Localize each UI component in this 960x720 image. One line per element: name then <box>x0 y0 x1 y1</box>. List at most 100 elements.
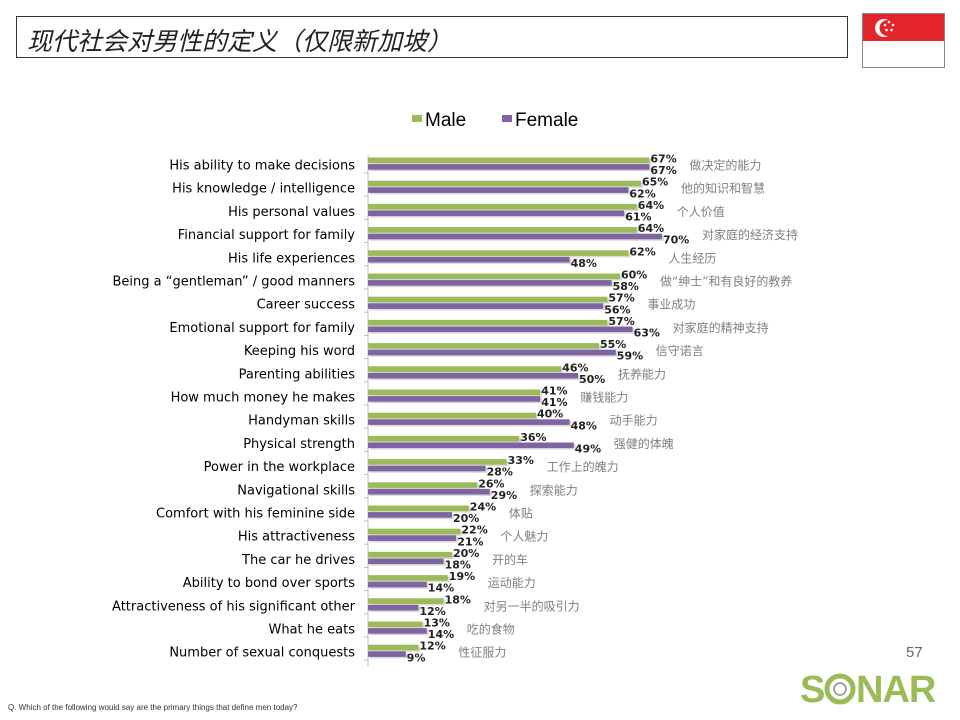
category-label: How much money he makes <box>171 391 356 406</box>
bar-male <box>368 343 599 349</box>
bar-female <box>368 604 419 611</box>
category-label: Power in the workplace <box>204 460 355 475</box>
data-label-male: 64% <box>638 199 664 212</box>
flag-emblem <box>875 19 896 37</box>
data-label-male: 55% <box>600 338 626 351</box>
bar-female <box>368 164 650 170</box>
bar-male <box>368 366 562 372</box>
data-label-male: 57% <box>608 315 634 328</box>
svg-text:S: S <box>800 669 824 708</box>
data-label-male: 13% <box>424 617 450 630</box>
data-label-female: 28% <box>487 466 513 479</box>
category-label-zh: 对另一半的吸引力 <box>484 598 580 613</box>
category-label: His ability to make decisions <box>169 159 355 174</box>
legend-label: Male <box>425 110 466 131</box>
bar-male <box>368 227 637 233</box>
category-label-zh: 体贴 <box>509 507 533 521</box>
bar-male <box>368 644 419 651</box>
category-label-zh: 事业成功 <box>647 298 695 312</box>
bar-male <box>368 435 520 442</box>
legend-label: Female <box>515 110 578 131</box>
data-label-female: 63% <box>634 327 660 340</box>
category-label-zh: 开的车 <box>492 552 528 567</box>
data-label-female: 61% <box>625 211 651 224</box>
data-label-male: 40% <box>537 408 563 421</box>
bar-male <box>368 157 650 164</box>
data-label-male: 26% <box>478 477 504 490</box>
bar-female <box>368 326 633 333</box>
bar-female <box>368 558 444 565</box>
singapore-flag-icon <box>862 13 945 68</box>
bar-female <box>368 535 457 541</box>
title-box: 现代社会对男性的定义（仅限新加坡） <box>16 16 848 58</box>
category-label: Parenting abilities <box>239 367 356 382</box>
category-label-zh: 他的知识和智慧 <box>681 181 765 196</box>
category-label: His personal values <box>228 205 355 220</box>
bar-male <box>368 598 444 604</box>
bar-male <box>368 412 536 419</box>
category-label: Financial support for family <box>178 228 356 243</box>
category-label: Navigational skills <box>237 483 355 498</box>
bar-female <box>368 280 612 286</box>
data-label-female: 59% <box>617 350 643 363</box>
data-label-male: 67% <box>650 153 676 166</box>
bar-male <box>368 551 452 558</box>
page-title: 现代社会对男性的定义（仅限新加坡） <box>27 27 453 56</box>
bar-male <box>368 203 637 210</box>
bar-female <box>368 465 486 472</box>
category-label-zh: 个人价值 <box>677 204 725 219</box>
data-label-female: 62% <box>629 187 655 200</box>
sonar-logo: S NAR <box>800 669 937 708</box>
category-label: Career success <box>257 298 356 313</box>
category-label: His knowledge / intelligence <box>172 182 355 197</box>
bar-female <box>368 349 616 356</box>
bar-male <box>368 250 629 256</box>
category-label: His life experiences <box>228 251 355 266</box>
category-label-zh: 动手能力 <box>610 414 658 428</box>
data-label-male: 20% <box>453 547 479 560</box>
category-label-zh: 探索能力 <box>530 483 578 497</box>
bar-female <box>368 628 427 634</box>
data-label-male: 41% <box>541 385 567 398</box>
bar-male <box>368 319 608 326</box>
category-label: Emotional support for family <box>169 321 355 336</box>
data-label-male: 19% <box>449 570 475 583</box>
category-label-zh: 运动能力 <box>488 576 536 590</box>
bar-male <box>368 273 620 280</box>
data-label-female: 20% <box>453 512 479 525</box>
svg-text:NAR: NAR <box>856 669 936 708</box>
bar-male <box>368 180 641 187</box>
bar-female <box>368 303 604 309</box>
category-label: His attractiveness <box>238 530 355 545</box>
data-label-male: 18% <box>445 593 471 606</box>
category-label: Attractiveness of his significant other <box>112 599 356 614</box>
data-label-male: 33% <box>508 454 534 467</box>
bar-male <box>368 575 448 581</box>
category-label-zh: 抚养能力 <box>618 366 666 381</box>
data-label-female: 48% <box>571 257 597 270</box>
bar-female <box>368 442 574 449</box>
data-label-male: 12% <box>419 640 445 653</box>
data-label-male: 46% <box>562 361 588 374</box>
data-label-female: 21% <box>457 535 483 548</box>
category-label-zh: 工作上的魄力 <box>547 459 619 474</box>
data-label-male: 36% <box>520 431 546 444</box>
bar-female <box>368 256 570 263</box>
data-label-male: 64% <box>638 222 664 235</box>
category-label: What he eats <box>269 623 356 638</box>
category-label-zh: 赚钱能力 <box>580 390 628 405</box>
bar-female <box>368 419 570 425</box>
bar-male <box>368 389 541 396</box>
bar-female <box>368 488 490 495</box>
bar-male <box>368 296 608 303</box>
category-label-zh: 做“绅士”和有良好的教养 <box>660 274 792 289</box>
category-label: The car he drives <box>241 553 355 568</box>
category-label: Number of sexual conquests <box>169 646 355 661</box>
bar-female <box>368 581 427 588</box>
data-label-female: 29% <box>491 489 517 502</box>
data-label-male: 62% <box>629 245 655 258</box>
category-label-zh: 信守诺言 <box>656 344 704 358</box>
bar-male <box>368 459 507 465</box>
data-label-female: 70% <box>663 234 689 247</box>
bar-chart: Male Female His ability to make decisions 6… <box>112 110 798 667</box>
